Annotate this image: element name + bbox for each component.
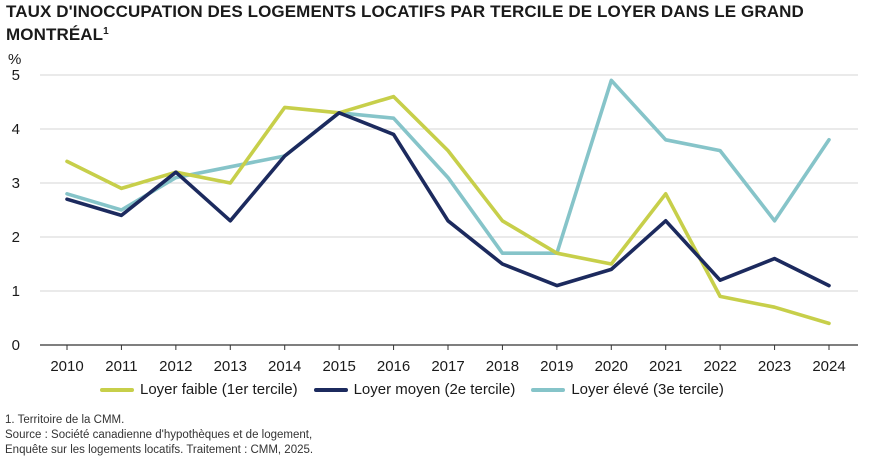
- data-point-high-2013: [229, 165, 232, 168]
- y-tick-label-3: 3: [12, 175, 20, 192]
- data-point-high-2021: [664, 138, 667, 141]
- x-tick-label-2010: 2010: [50, 358, 83, 375]
- chart-title: TAUX D'INOCCUPATION DES LOGEMENTS LOCATI…: [6, 2, 804, 44]
- data-point-low-2011: [120, 187, 123, 190]
- data-point-mid-2010: [65, 198, 68, 201]
- x-tick-label-2012: 2012: [159, 358, 192, 375]
- y-tick-label-2: 2: [12, 229, 20, 246]
- legend-swatch-low: [100, 387, 134, 392]
- data-point-mid-2021: [664, 219, 667, 222]
- chart-notes: 1. Territoire de la CMM. Source : Sociét…: [5, 413, 313, 458]
- data-point-low-2010: [65, 160, 68, 163]
- y-tick-label-0: 0: [12, 337, 20, 354]
- data-point-low-2022: [719, 295, 722, 298]
- legend-label-low: Loyer faible (1er tercile): [140, 381, 298, 398]
- x-tick-label-2022: 2022: [703, 358, 736, 375]
- data-point-low-2019: [555, 252, 558, 255]
- series-line-low: [65, 94, 831, 326]
- data-point-mid-2023: [773, 257, 776, 260]
- data-point-low-2020: [610, 262, 613, 265]
- x-tick-label-2021: 2021: [649, 358, 682, 375]
- data-point-high-2018: [501, 252, 504, 255]
- data-point-high-2011: [120, 208, 123, 211]
- x-tick-label-2018: 2018: [486, 358, 519, 375]
- note-source: Source : Société canadienne d'hypothèque…: [5, 429, 313, 441]
- y-tick-label-4: 4: [12, 121, 20, 138]
- data-point-mid-2019: [555, 284, 558, 287]
- data-point-mid-2013: [229, 219, 232, 222]
- data-point-mid-2014: [283, 154, 286, 157]
- legend-label-high: Loyer élevé (3e tercile): [571, 381, 724, 398]
- data-point-high-2023: [773, 219, 776, 222]
- title-footnote-marker: 1: [103, 26, 109, 37]
- x-tick-label-2013: 2013: [214, 358, 247, 375]
- x-tick-label-2017: 2017: [431, 358, 464, 375]
- note-survey: Enquête sur les logements locatifs. Trai…: [5, 444, 314, 456]
- data-point-low-2023: [773, 306, 776, 309]
- data-point-high-2012: [174, 176, 177, 179]
- y-tick-label-1: 1: [12, 283, 20, 300]
- data-point-mid-2011: [120, 214, 123, 217]
- data-point-mid-2022: [719, 279, 722, 282]
- x-tick-label-2011: 2011: [105, 358, 137, 375]
- data-point-mid-2018: [501, 262, 504, 265]
- data-point-high-2020: [610, 79, 613, 82]
- data-point-low-2013: [229, 181, 232, 184]
- x-tick-label-2014: 2014: [268, 358, 301, 375]
- data-point-low-2016: [392, 95, 395, 98]
- data-point-high-2016: [392, 117, 395, 120]
- data-point-mid-2012: [174, 171, 177, 174]
- series-line-high: [65, 78, 831, 255]
- data-point-low-2017: [446, 149, 449, 152]
- x-tick-label-2024: 2024: [812, 358, 845, 375]
- legend-item-mid: Loyer moyen (2e tercile): [313, 381, 516, 398]
- data-point-low-2021: [664, 192, 667, 195]
- data-point-mid-2015: [338, 111, 341, 114]
- data-point-mid-2017: [446, 219, 449, 222]
- y-axis-label: %: [8, 51, 21, 68]
- legend-item-high: Loyer élevé (3e tercile): [531, 381, 724, 398]
- series-line-mid: [65, 111, 831, 288]
- legend-item-low: Loyer faible (1er tercile): [100, 381, 298, 398]
- data-point-low-2014: [283, 106, 286, 109]
- data-point-low-2024: [827, 322, 830, 325]
- data-point-low-2018: [501, 219, 504, 222]
- data-point-high-2017: [446, 176, 449, 179]
- legend-label-mid: Loyer moyen (2e tercile): [353, 381, 516, 398]
- x-tick-label-2020: 2020: [595, 358, 628, 375]
- x-tick-label-2023: 2023: [758, 358, 791, 375]
- data-point-mid-2020: [610, 268, 613, 271]
- y-tick-label-5: 5: [12, 67, 20, 84]
- legend-swatch-high: [531, 387, 566, 392]
- legend-swatch-mid: [313, 387, 348, 392]
- data-point-mid-2024: [827, 284, 830, 287]
- data-point-mid-2016: [392, 133, 395, 136]
- x-tick-label-2015: 2015: [322, 358, 355, 375]
- x-tick-label-2016: 2016: [377, 358, 410, 375]
- data-point-high-2024: [827, 138, 830, 141]
- note-territory: 1. Territoire de la CMM.: [5, 414, 125, 426]
- x-tick-label-2019: 2019: [540, 358, 573, 375]
- chart-legend: Loyer faible (1er tercile) Loyer moyen (…: [100, 381, 724, 398]
- data-point-high-2022: [719, 149, 722, 152]
- data-point-high-2010: [65, 192, 68, 195]
